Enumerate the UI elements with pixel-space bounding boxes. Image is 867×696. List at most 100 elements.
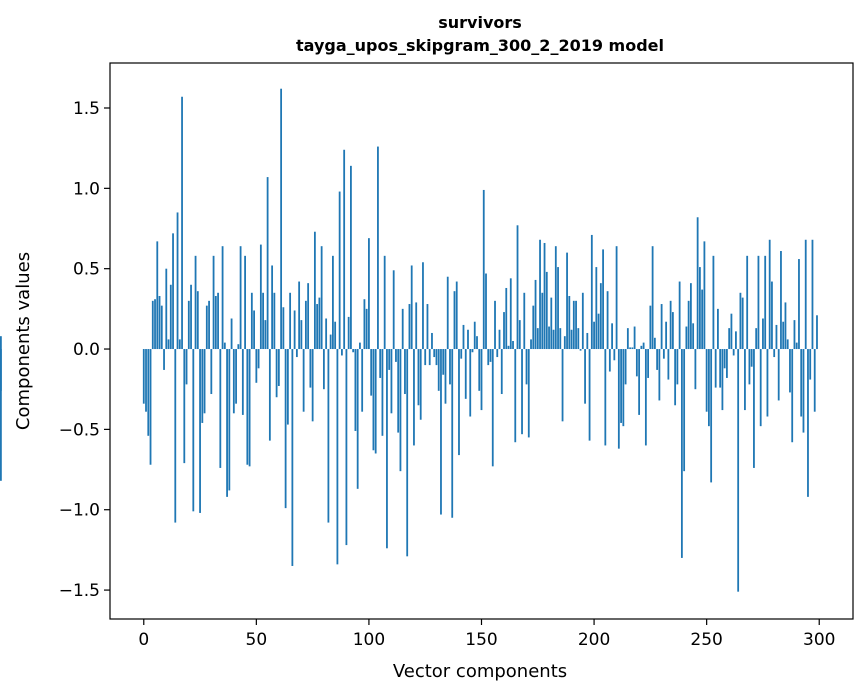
bar (584, 349, 586, 404)
bar (545, 271, 548, 350)
bar (316, 304, 319, 350)
bar (365, 308, 368, 350)
bar (644, 349, 647, 446)
bar (721, 349, 724, 411)
bar (604, 349, 607, 446)
bar (280, 88, 283, 350)
bar (516, 225, 519, 350)
plot-frame (109, 62, 854, 620)
bar (0, 349, 2, 481)
bar (199, 349, 201, 513)
bar (512, 341, 514, 350)
bar (341, 349, 343, 356)
bar (750, 349, 753, 367)
bar (422, 262, 424, 350)
bar (453, 291, 456, 350)
bar (660, 304, 663, 350)
bar (284, 349, 287, 509)
bar (671, 312, 674, 350)
y-axis-label: Components values (13, 252, 34, 430)
bar (764, 255, 767, 350)
bar (235, 349, 237, 404)
bar (223, 342, 226, 350)
bar (266, 177, 269, 350)
bar (406, 349, 409, 557)
bar (494, 300, 496, 350)
bar (156, 241, 159, 350)
bar (525, 349, 528, 385)
bar (410, 265, 413, 350)
bar (282, 307, 285, 350)
bar (735, 331, 737, 350)
bar (572, 300, 575, 350)
bar (151, 300, 154, 350)
bar (638, 349, 641, 415)
bar (737, 349, 740, 592)
bar (683, 349, 686, 472)
bar (741, 297, 744, 350)
bar (613, 349, 616, 361)
bar (286, 349, 289, 425)
bar (291, 349, 294, 566)
bar (701, 289, 704, 350)
bar (748, 349, 751, 385)
bar (327, 349, 330, 523)
bar (532, 305, 535, 350)
bar (789, 349, 791, 393)
bar (259, 244, 262, 350)
bar (795, 342, 798, 350)
bar (451, 349, 454, 518)
bar (408, 304, 411, 350)
bar (669, 300, 672, 350)
bar (518, 320, 521, 350)
y-tick-label: −1.5 (59, 581, 100, 601)
bar (332, 255, 334, 350)
bar (196, 291, 199, 350)
bar (759, 349, 762, 427)
bar (446, 276, 449, 350)
bar (201, 349, 204, 423)
bar (354, 349, 357, 431)
bar (807, 349, 809, 497)
bar (187, 300, 190, 350)
bar (241, 349, 244, 415)
bar (554, 246, 557, 350)
bar (791, 349, 794, 443)
bar (798, 259, 800, 350)
bar (172, 233, 174, 350)
bar (780, 251, 782, 350)
bar (212, 255, 215, 350)
bar (185, 349, 188, 385)
bar (181, 96, 183, 350)
bar (642, 342, 645, 350)
bar (442, 349, 445, 375)
bar (527, 349, 530, 438)
x-tick-label: 200 (578, 630, 610, 650)
bar (208, 300, 210, 350)
bar (755, 328, 758, 350)
bar (363, 299, 366, 350)
bar (597, 313, 600, 350)
bar (708, 349, 710, 427)
x-tick-label: 150 (465, 630, 497, 650)
bar (262, 292, 264, 350)
bar (651, 246, 654, 350)
bar (147, 349, 150, 436)
bar (183, 349, 186, 464)
y-tick-label: 0.0 (73, 340, 100, 360)
bar (377, 146, 379, 350)
bar (293, 310, 296, 350)
bar (343, 149, 346, 350)
bar (615, 246, 618, 350)
bar (487, 349, 490, 366)
bar (491, 349, 494, 467)
bar (631, 347, 634, 350)
bar (232, 349, 235, 414)
bar (561, 349, 564, 422)
bar (374, 349, 377, 454)
bar (530, 339, 532, 350)
bar (617, 349, 620, 449)
bar (793, 320, 796, 350)
bar (383, 255, 386, 350)
bar (606, 291, 609, 350)
